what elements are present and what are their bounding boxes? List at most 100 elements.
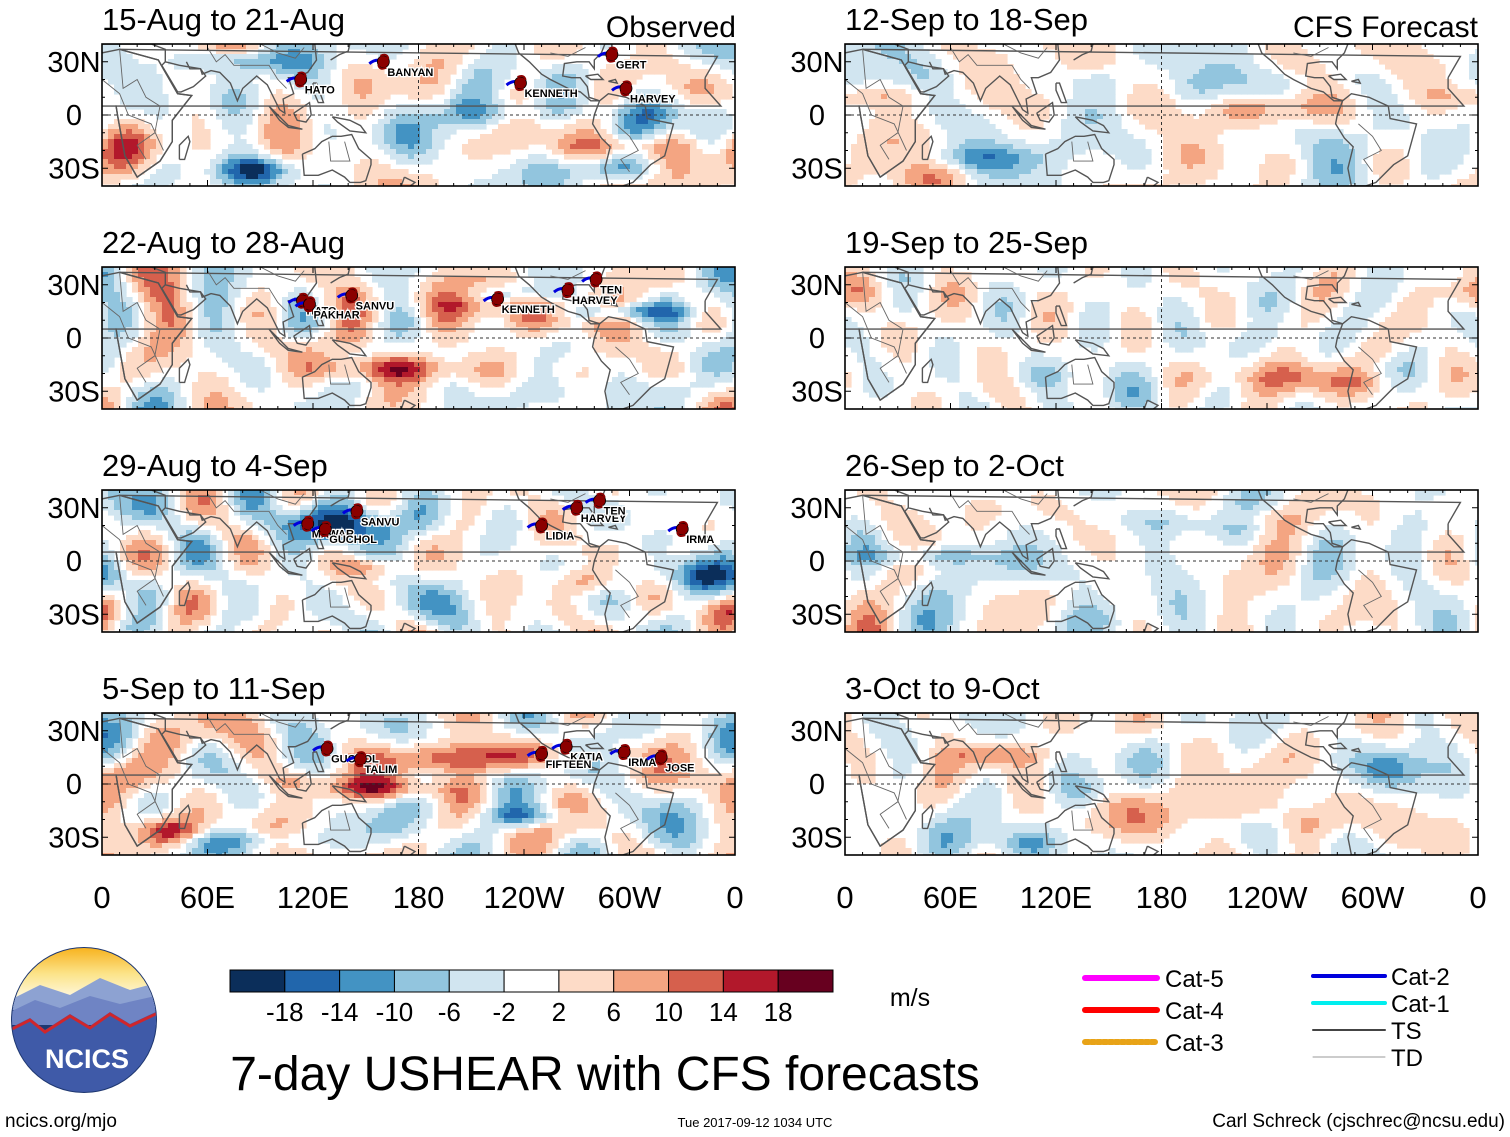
- shear-field: [845, 490, 1478, 632]
- y-tick-label: 30N: [790, 716, 843, 748]
- x-tick-label: 120E: [1020, 880, 1092, 915]
- coastlines: [102, 44, 723, 186]
- y-tick-label: 30S: [791, 822, 843, 854]
- panel-date-label: 22-Aug to 28-Aug: [102, 225, 345, 260]
- map-panels: 30N 0 30S 15-Aug to 21-Aug HATO BANYAN GERT KEN…: [47, 2, 1479, 856]
- y-tick-label: 0: [66, 100, 82, 132]
- panel-date-label: 3-Oct to 9-Oct: [845, 671, 1040, 706]
- storm-name: BANYAN: [387, 67, 433, 79]
- forecast-column-label: CFS Forecast: [1293, 11, 1479, 44]
- storm-name: HARVEY: [630, 93, 676, 105]
- storm-marker: GUCHOL: [310, 521, 379, 547]
- map-panel: 30N 0 30S 5-Sep to 11-Sep GUCHOLTALIM KATIAFI…: [47, 671, 736, 856]
- y-tick-label: 0: [66, 546, 82, 578]
- storm-name: IRMA: [628, 757, 656, 769]
- storm-marker: HARVEY: [611, 80, 678, 107]
- y-tick-label: 0: [809, 100, 825, 132]
- footer-author: Carl Schreck (cjschrec@ncsu.edu): [1212, 1111, 1505, 1132]
- main-title: 7-day USHEAR with CFS forecasts: [230, 1048, 980, 1101]
- legend-item: Cat-3: [1082, 1030, 1224, 1057]
- storm-name: HARVEY: [581, 513, 627, 525]
- colorbar-swatch: [613, 969, 670, 993]
- storm-name: HARVEY: [572, 295, 618, 307]
- legend-item: Cat-2: [1311, 964, 1450, 991]
- y-tick-label: 0: [66, 769, 82, 801]
- colorbar-swatch: [448, 969, 505, 993]
- y-tick-label: 30N: [790, 270, 843, 302]
- storm-marker: HARVEY: [552, 282, 620, 308]
- y-tick-label: 30N: [47, 493, 100, 525]
- y-tick-label: 30S: [48, 153, 100, 185]
- map-panel: 30N 0 30S 3-Oct to 9-Oct: [790, 671, 1479, 856]
- storm-marker: BANYAN: [368, 53, 435, 80]
- storm-name: GUCHOL: [329, 534, 377, 546]
- storm-marker: SANVU: [341, 503, 401, 530]
- storm-name: SANVU: [361, 516, 400, 528]
- panel-date-label: 12-Sep to 18-Sep: [845, 2, 1088, 37]
- units-label: m/s: [890, 984, 930, 1012]
- colorbar-tick-label: -2: [493, 997, 516, 1027]
- colorbar-swatch: [229, 969, 286, 993]
- storm-name: GERT: [616, 60, 647, 72]
- legend-label: Cat-3: [1165, 1030, 1224, 1057]
- storm-name: LIDIA: [546, 531, 575, 543]
- panel-date-label: 15-Aug to 21-Aug: [102, 2, 345, 37]
- storm-name: FIFTEEN: [546, 759, 592, 771]
- colorbar-swatch: [668, 969, 724, 993]
- legend-label: Cat-4: [1165, 998, 1224, 1025]
- panel-date-label: 19-Sep to 25-Sep: [845, 225, 1088, 260]
- storm-name: KENNETH: [502, 304, 555, 316]
- x-tick-label: 0: [93, 880, 110, 915]
- shear-field: [845, 267, 1478, 409]
- shear-field: [102, 713, 735, 855]
- colorbar-swatch: [722, 969, 779, 993]
- panel-date-label: 26-Sep to 2-Oct: [845, 448, 1064, 483]
- x-tick-label: 60E: [180, 880, 235, 915]
- y-tick-label: 0: [809, 769, 825, 801]
- colorbar-tick-label: 2: [552, 997, 566, 1027]
- y-tick-label: 30S: [48, 599, 100, 631]
- y-tick-label: 30S: [791, 376, 843, 408]
- legend-item: Cat-5: [1082, 966, 1224, 993]
- colorbar-swatch: [777, 969, 834, 993]
- colorbar-tick-label: -14: [321, 997, 359, 1027]
- legend-label: Cat-1: [1391, 991, 1450, 1018]
- storm-name: HATO: [305, 85, 336, 97]
- colorbar-tick-label: -10: [376, 997, 414, 1027]
- storm-marker: HARVEY: [561, 499, 628, 526]
- map-panel: 30N 0 30S 15-Aug to 21-Aug HATO BANYAN GERT KEN…: [47, 2, 736, 187]
- storm-name: KATIA: [570, 752, 603, 764]
- map-panel: 30N 0 30S 19-Sep to 25-Sep: [790, 225, 1479, 410]
- y-tick-label: 30N: [790, 47, 843, 79]
- x-tick-label: 0: [726, 880, 743, 915]
- colorbar-tick-label: 6: [606, 997, 620, 1027]
- legend-label: TS: [1391, 1018, 1422, 1045]
- legend-label: TD: [1391, 1045, 1423, 1072]
- x-axis-labels: 0 60E 120E 180 120W 60W 0 0 60E 120E 180 120W 60W 0: [93, 880, 1486, 915]
- x-tick-label: 180: [1136, 880, 1188, 915]
- y-tick-label: 30N: [47, 47, 100, 79]
- x-tick-label: 60E: [923, 880, 978, 915]
- legend-item: Cat-4: [1082, 998, 1224, 1025]
- footer-timestamp: Tue 2017-09-12 1034 UTC: [678, 1115, 833, 1130]
- ncics-logo: NCICS: [11, 947, 157, 1093]
- legend-item: TD: [1312, 1045, 1423, 1072]
- storm-name: TALIM: [364, 764, 397, 776]
- storm-marker: FIFTEEN: [526, 745, 593, 772]
- storm-marker: SANVU: [336, 287, 395, 314]
- x-tick-label: 60W: [598, 880, 662, 915]
- y-tick-label: 30N: [47, 716, 100, 748]
- y-tick-label: 30S: [48, 376, 100, 408]
- map-panel: 30N 0 30S 26-Sep to 2-Oct: [790, 448, 1479, 633]
- storm-name: IRMA: [686, 534, 714, 546]
- storm-name: TEN: [600, 284, 622, 296]
- storm-name: SANVU: [356, 300, 395, 312]
- panel-date-label: 29-Aug to 4-Sep: [102, 448, 328, 483]
- colorbar: -18 -14 -10 -6 -2 2 6 10 14 18: [229, 969, 834, 1027]
- map-panel: 30N 0 30S 12-Sep to 18-Sep: [790, 2, 1479, 187]
- storm-marker: KENNETH: [505, 75, 579, 101]
- y-tick-label: 30N: [790, 493, 843, 525]
- x-tick-label: 180: [393, 880, 445, 915]
